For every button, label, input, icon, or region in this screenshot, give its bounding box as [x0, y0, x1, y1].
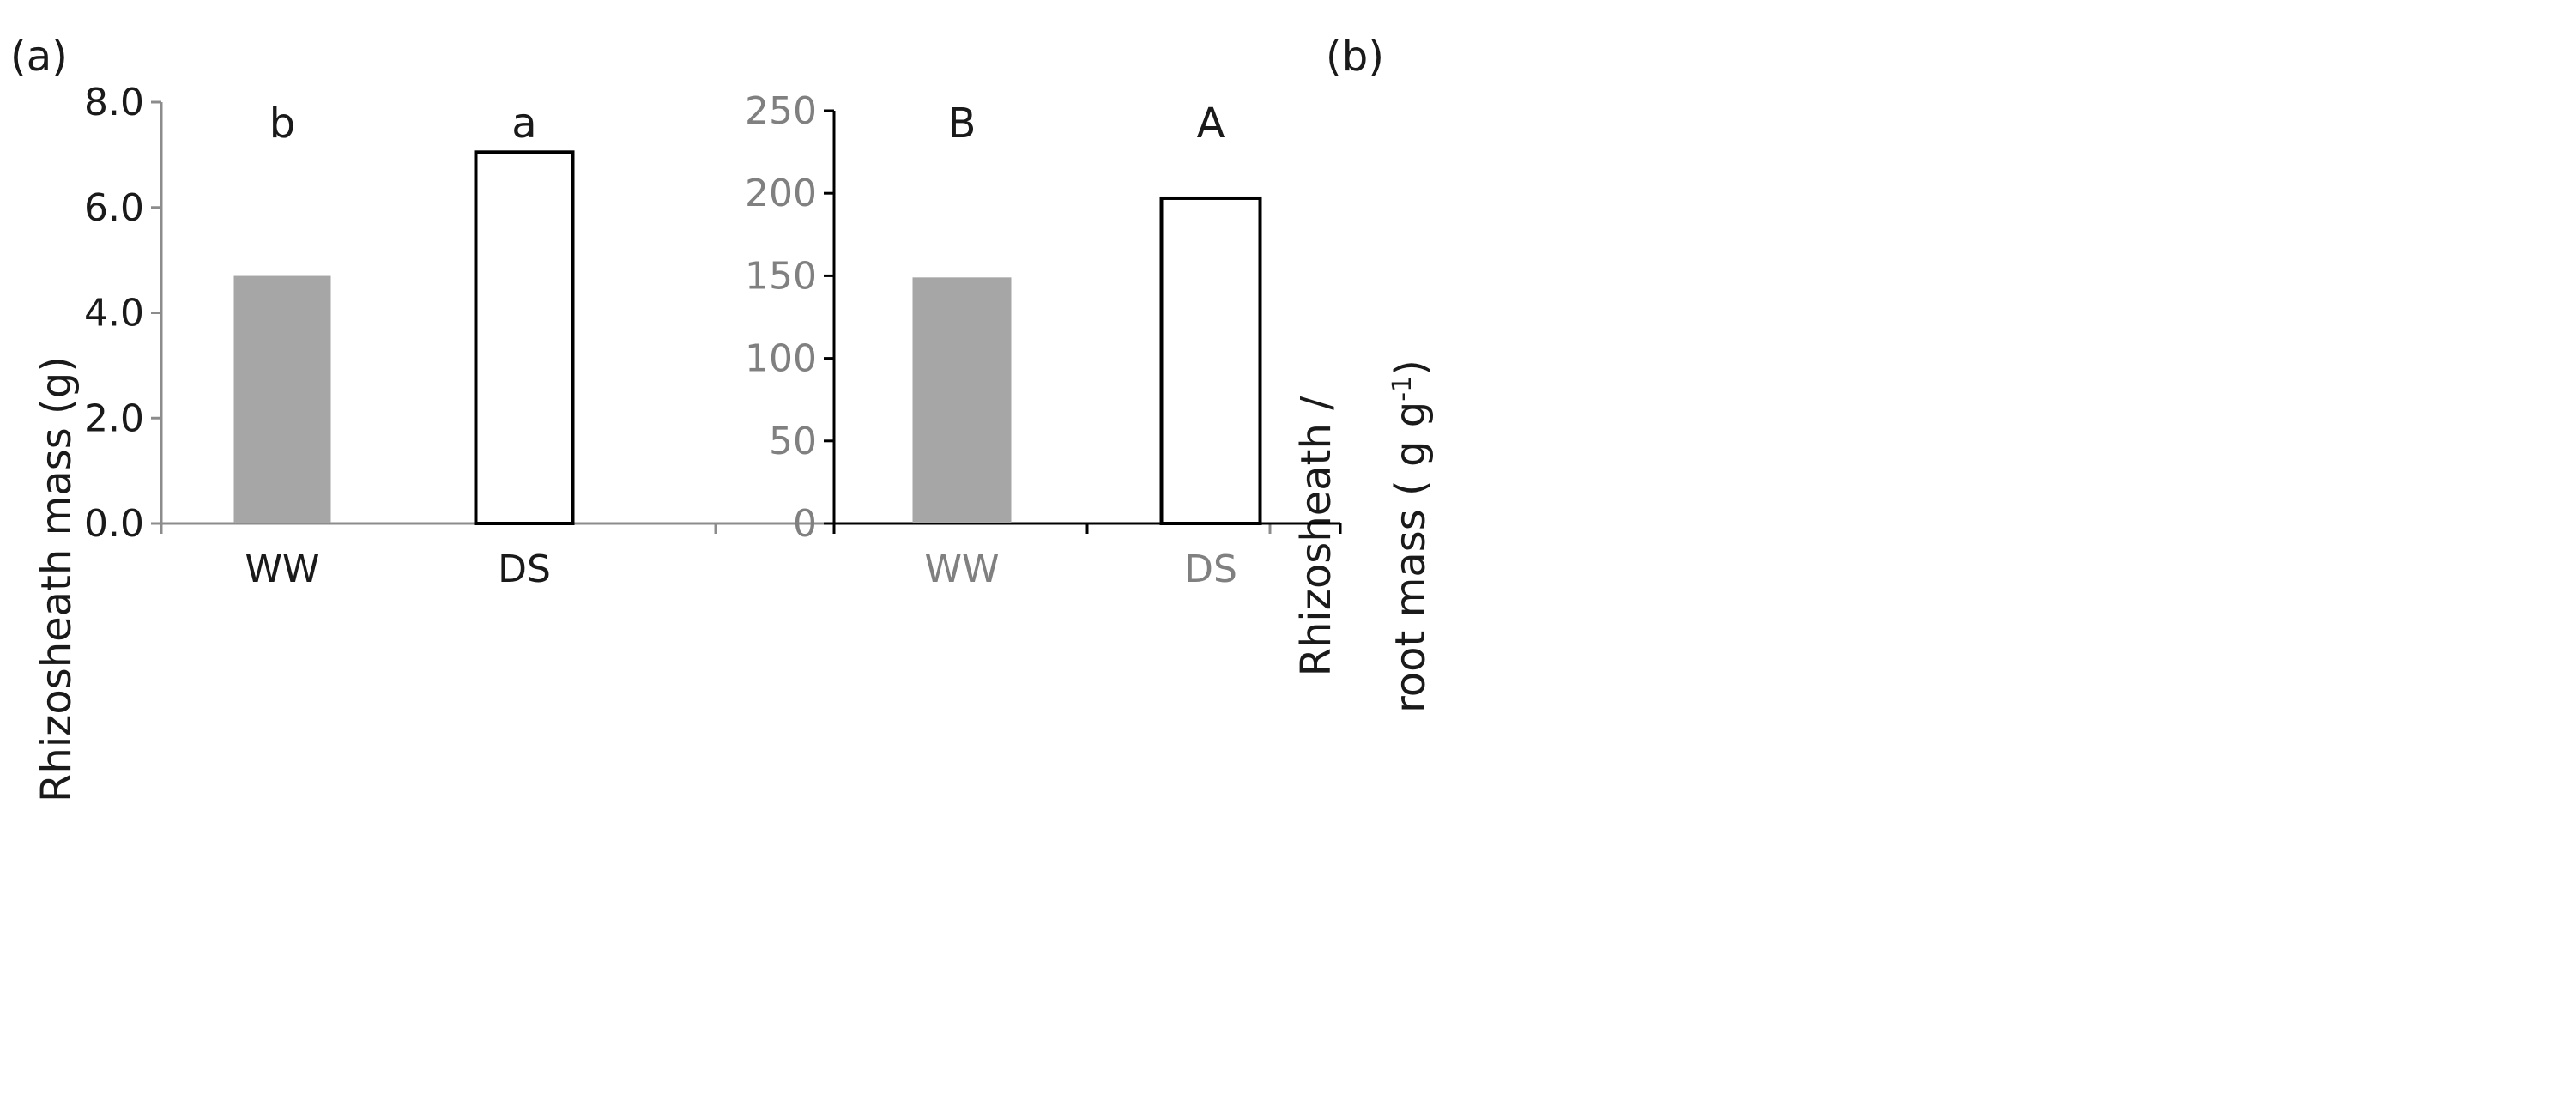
x-category-label: DS [498, 547, 551, 591]
panel-a: (a) Rhizosheath mass (g) 0.0 2.0 4.0 6.0 8.0… [10, 33, 1272, 802]
significance-letter: b [269, 100, 295, 148]
panel-a-y-axis-title: Rhizosheath mass (g) [33, 356, 81, 802]
significance-letter: A [1197, 100, 1225, 148]
significance-letter: a [511, 100, 536, 148]
y-tick-label: 100 [745, 337, 817, 381]
y-tick-label: 8.0 [84, 81, 144, 124]
y-tick-label: 0 [793, 502, 817, 546]
panel-b-y-axis-title-main: root mass ( g g [1387, 402, 1435, 713]
significance-letter: B [948, 100, 977, 148]
panel-b-y-axis-title-line2: root mass ( g g-1) [1387, 360, 1435, 713]
y-tick-label: 0.0 [84, 502, 144, 546]
x-category-label: DS [1184, 547, 1237, 591]
x-category-label: WW [245, 547, 319, 591]
panel-b-label: (b) [1326, 33, 1384, 81]
y-tick-label: 150 [745, 254, 817, 298]
bar-ww [233, 275, 331, 523]
y-tick-label: 50 [769, 420, 817, 463]
panel-b-y-axis-title-sup: -1 [1388, 376, 1418, 402]
y-tick-label: 200 [745, 172, 817, 215]
y-tick-label: 6.0 [84, 186, 144, 230]
y-tick-label: 4.0 [84, 292, 144, 336]
panel-b-y-axis-title-end: ) [1387, 360, 1435, 376]
bar-ds [1159, 196, 1262, 526]
bar-ww [912, 277, 1012, 523]
panel-b-plot: 0 50 100 150 200 250 B WW A DS [745, 89, 1342, 591]
panel-b-y-axis-title-line1: Rhizosheath / [1292, 396, 1340, 677]
panel-a-label: (a) [10, 33, 68, 81]
bar-ds [474, 150, 575, 525]
panel-a-plot: 0.0 2.0 4.0 6.0 8.0 b WW a DS [84, 81, 1272, 591]
y-tick-label: 2.0 [84, 396, 144, 440]
x-category-label: WW [924, 547, 999, 591]
panel-b: (b) Rhizosheath / root mass ( g g-1) 0 50… [745, 33, 1435, 713]
y-tick-label: 250 [745, 89, 817, 133]
